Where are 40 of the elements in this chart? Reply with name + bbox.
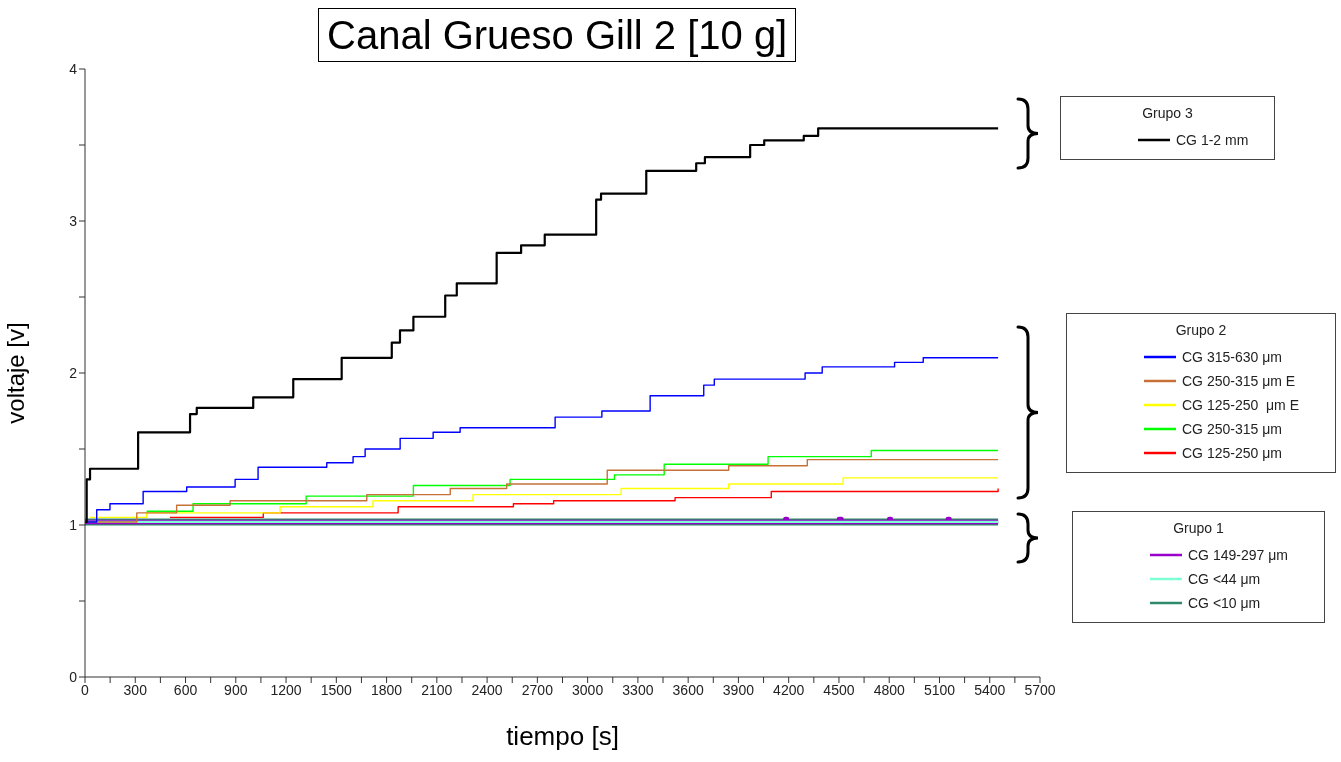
x-tick-label: 1500 [320, 681, 353, 698]
x-tick-label: 3600 [672, 681, 704, 698]
legend-label: CG 250-315 μm E [1182, 373, 1296, 389]
x-tick-label: 1200 [270, 681, 302, 698]
legend-label: CG 1-2 mm [1176, 132, 1249, 148]
y-tick-label: 3 [69, 212, 78, 229]
x-tick-label: 600 [173, 681, 198, 698]
x-tick-label: 5400 [974, 681, 1006, 698]
x-tick-label: 5100 [923, 681, 956, 698]
text: Grupo 3 [1142, 105, 1193, 121]
legend-label: CG <44 μm [1188, 571, 1261, 587]
x-tick-label: 3300 [622, 681, 654, 698]
x-tick-label: 3000 [572, 681, 604, 698]
x-tick-label: 4500 [823, 681, 855, 698]
legend-label: CG <10 μm [1188, 595, 1261, 611]
x-tick-label: 0 [81, 681, 90, 698]
x-tick-label: 900 [224, 681, 248, 698]
text: Grupo 1 [1173, 520, 1224, 536]
x-tick-label: 2700 [521, 681, 554, 698]
x-tick-label: 4200 [773, 681, 805, 698]
legend-label: CG 125-250 μm [1182, 445, 1282, 461]
legend-label: CG 250-315 μm [1182, 421, 1282, 437]
y-axis-title: voltaje [v] [1, 322, 29, 424]
legend-label: CG 149-297 μm [1188, 547, 1288, 563]
legend-label: CG 125-250 μm E [1182, 397, 1300, 413]
chart-title: Canal Grueso Gill 2 [10 g] [318, 8, 797, 62]
x-tick-label: 2400 [471, 681, 503, 698]
x-tick-label: 2100 [421, 681, 453, 698]
y-tick-label: 2 [69, 364, 78, 381]
x-tick-label: 300 [123, 681, 148, 698]
y-tick-label: 0 [69, 668, 78, 685]
x-tick-label: 3900 [722, 681, 755, 698]
x-tick-label: 5700 [1024, 681, 1056, 698]
y-tick-label: 4 [69, 60, 78, 77]
legend-label: CG 315-630 μm [1182, 349, 1282, 365]
x-tick-label: 1800 [371, 681, 403, 698]
x-tick-label: 4800 [873, 681, 905, 698]
y-tick-label: 1 [69, 516, 78, 533]
text: Grupo 2 [1175, 322, 1227, 338]
x-axis-title: tiempo [s] [506, 721, 619, 751]
